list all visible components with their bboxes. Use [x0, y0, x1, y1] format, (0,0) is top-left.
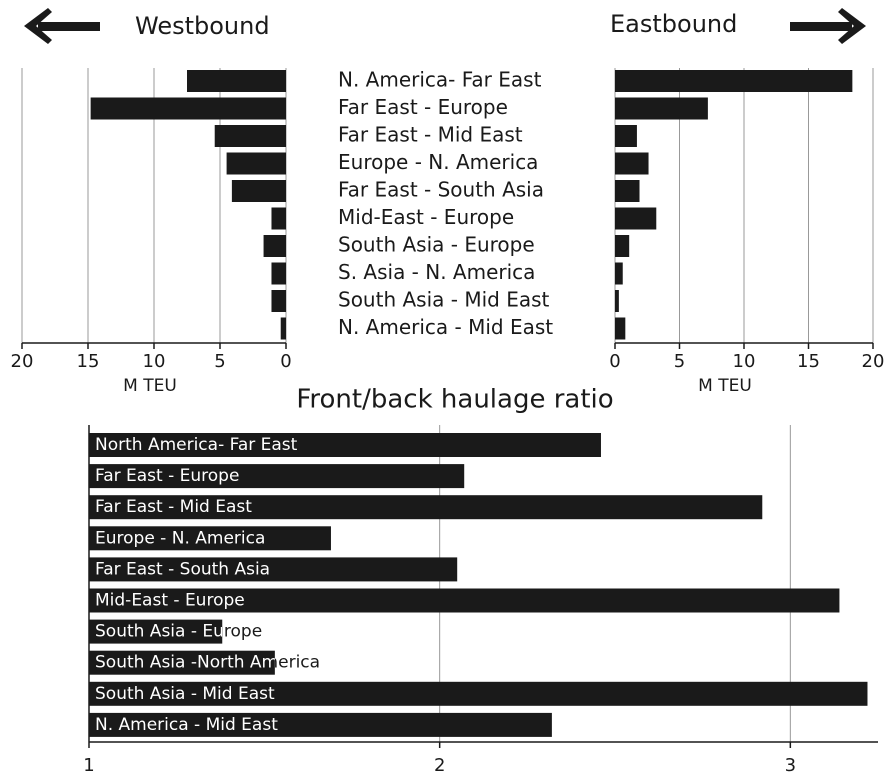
bar: [89, 495, 763, 520]
x-tick-label: 10: [143, 351, 166, 372]
bar: [89, 619, 223, 644]
category-label: South Asia - Europe: [338, 233, 535, 257]
bar: [271, 207, 286, 230]
east-arrow: [790, 8, 866, 44]
category-label: Mid-East - Europe: [95, 591, 245, 611]
x-tick-label: 20: [11, 351, 34, 372]
x-tick-label: 0: [609, 351, 620, 372]
bar: [89, 464, 465, 489]
category-label: Europe - N. America: [95, 528, 265, 548]
category-label: Far East - Mid East: [95, 497, 252, 517]
bar: [90, 97, 286, 120]
category-label: Mid-East - Europe: [95, 591, 245, 611]
bar: [271, 262, 286, 285]
category-label: Far East - Europe: [95, 466, 239, 486]
x-axis-label: M TEU: [698, 376, 752, 396]
category-label: S. Asia - N. America: [338, 260, 535, 284]
x-tick-label: 1: [83, 755, 94, 776]
bar: [615, 97, 708, 120]
category-label: South Asia -North America: [95, 653, 320, 673]
x-axis-label: M TEU: [123, 376, 177, 396]
bar: [231, 180, 286, 202]
bar: [89, 712, 552, 737]
bar: [615, 262, 623, 285]
category-label: South Asia - Europe: [95, 622, 262, 642]
category-label: South Asia - Mid East: [95, 684, 275, 704]
bar: [226, 152, 286, 175]
bar: [263, 235, 286, 257]
category-label: Mid-East - Europe: [338, 205, 514, 229]
bar: [89, 557, 458, 582]
bar: [615, 235, 630, 257]
x-tick-label: 5: [214, 351, 225, 372]
category-label: North America- Far East: [95, 435, 298, 455]
chart-title: Eastbound: [610, 10, 737, 38]
bar: [615, 180, 640, 202]
bar: [615, 125, 637, 147]
category-label: N. America - Mid East: [95, 715, 278, 735]
chart-title: Westbound: [135, 12, 270, 40]
bar: [89, 650, 275, 675]
bar: [89, 681, 868, 706]
bar: [615, 290, 619, 312]
chart-title: Front/back haulage ratio: [296, 385, 613, 415]
category-label: Far East - South Asia: [95, 559, 270, 579]
x-tick-label: 20: [862, 351, 885, 372]
category-label: Europe - N. America: [338, 150, 538, 174]
category-label: South Asia - Mid East: [95, 684, 275, 704]
x-tick-label: 2: [434, 755, 445, 776]
category-label: South Asia -North America: [95, 653, 320, 673]
bar: [89, 526, 331, 551]
x-tick-label: 0: [280, 351, 291, 372]
category-label: Europe - N. America: [95, 528, 265, 548]
category-label: N. America - Mid East: [338, 315, 553, 339]
bar: [615, 207, 657, 230]
category-label: Far East - Mid East: [338, 123, 523, 147]
west-arrow: [24, 8, 100, 44]
x-tick-label: 5: [674, 351, 685, 372]
category-label: North America- Far East: [95, 435, 298, 455]
category-label: South Asia - Europe: [95, 622, 262, 642]
category-label: N. America - Mid East: [95, 715, 278, 735]
x-tick-label: 3: [785, 755, 796, 776]
category-label: Far East - Europe: [95, 466, 239, 486]
x-tick-label: 15: [77, 351, 100, 372]
bar: [615, 152, 649, 175]
bar: [89, 433, 601, 457]
bar: [187, 70, 286, 92]
bar: [615, 70, 853, 92]
bar: [271, 290, 286, 312]
x-tick-label: 10: [733, 351, 756, 372]
category-label: Far East - Europe: [338, 95, 508, 119]
category-label: Far East - South Asia: [338, 178, 544, 202]
category-label: South Asia - Mid East: [338, 288, 550, 312]
x-tick-label: 15: [797, 351, 820, 372]
bar: [615, 317, 626, 340]
category-label: Far East - Mid East: [95, 497, 252, 517]
bar: [214, 125, 286, 147]
bar: [280, 317, 286, 340]
bar: [89, 588, 840, 613]
category-label: Far East - South Asia: [95, 559, 270, 579]
category-label: N. America- Far East: [338, 68, 542, 92]
